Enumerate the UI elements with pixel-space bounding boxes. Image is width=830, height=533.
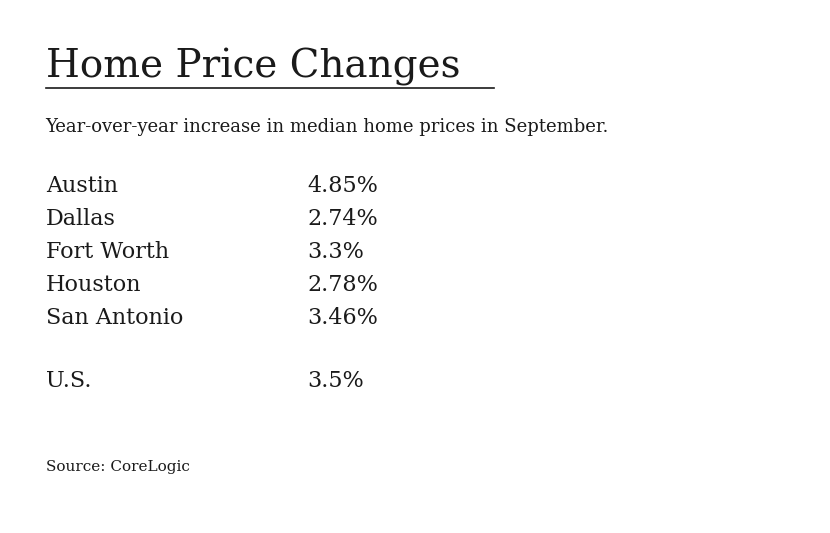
Text: 2.78%: 2.78% <box>307 274 378 296</box>
Text: San Antonio: San Antonio <box>46 307 183 329</box>
Text: 3.46%: 3.46% <box>307 307 378 329</box>
Text: Home Price Changes: Home Price Changes <box>46 48 460 86</box>
Text: Austin: Austin <box>46 175 118 197</box>
Text: Dallas: Dallas <box>46 208 115 230</box>
Text: U.S.: U.S. <box>46 370 91 392</box>
Text: 2.74%: 2.74% <box>307 208 378 230</box>
Text: Source: CoreLogic: Source: CoreLogic <box>46 460 189 474</box>
Text: Fort Worth: Fort Worth <box>46 241 168 263</box>
Text: Houston: Houston <box>46 274 141 296</box>
Text: 4.85%: 4.85% <box>307 175 378 197</box>
Text: 3.3%: 3.3% <box>307 241 364 263</box>
Text: 3.5%: 3.5% <box>307 370 364 392</box>
Text: Year-over-year increase in median home prices in September.: Year-over-year increase in median home p… <box>46 118 609 136</box>
